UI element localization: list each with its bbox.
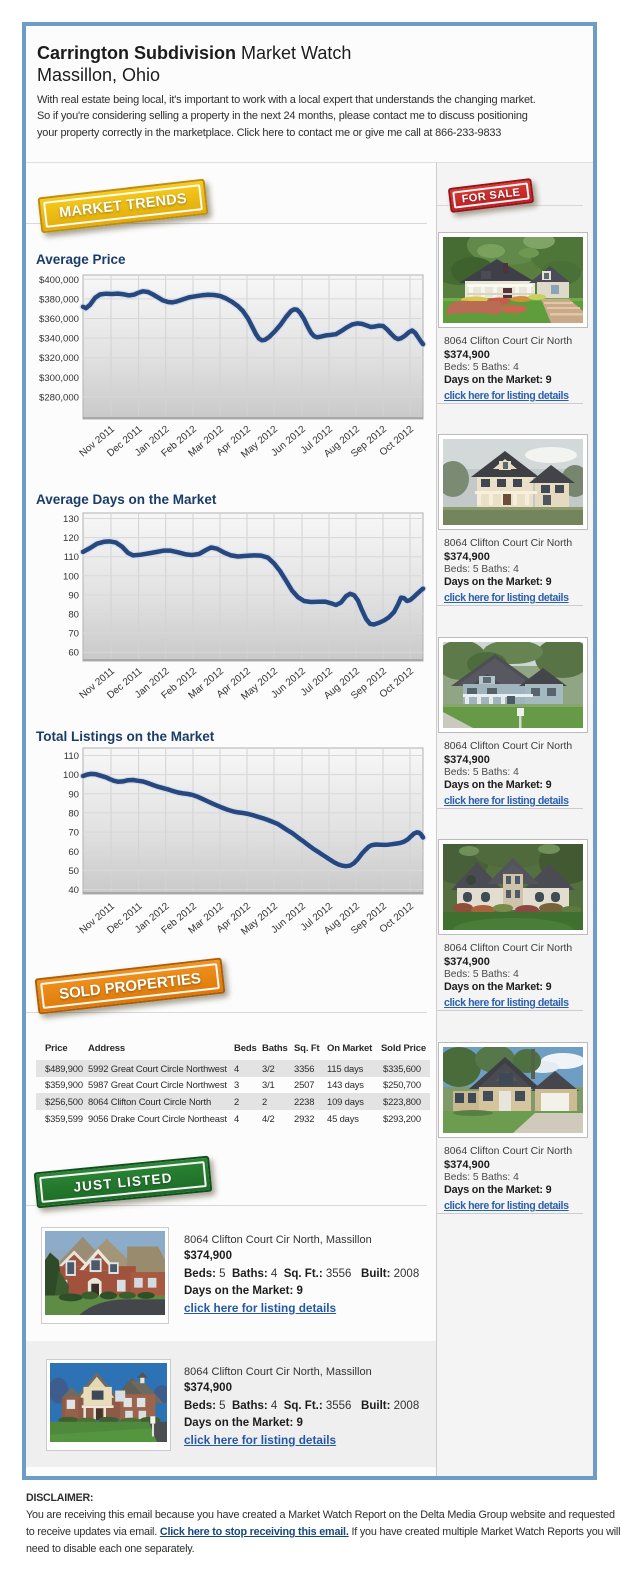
svg-text:110: 110 <box>64 552 79 563</box>
svg-text:70: 70 <box>68 629 79 640</box>
svg-text:$300,000: $300,000 <box>39 373 79 384</box>
svg-text:110: 110 <box>64 751 79 762</box>
svg-text:50: 50 <box>68 866 79 877</box>
svg-text:$280,000: $280,000 <box>39 392 79 403</box>
svg-text:80: 80 <box>68 610 79 621</box>
svg-text:$360,000: $360,000 <box>39 314 79 325</box>
svg-text:60: 60 <box>68 648 79 659</box>
svg-text:90: 90 <box>68 789 79 800</box>
svg-text:80: 80 <box>68 808 79 819</box>
svg-text:$400,000: $400,000 <box>39 275 79 286</box>
svg-text:120: 120 <box>63 533 79 544</box>
svg-text:90: 90 <box>68 590 79 601</box>
svg-text:100: 100 <box>63 770 79 781</box>
svg-text:$340,000: $340,000 <box>39 334 79 345</box>
svg-text:100: 100 <box>63 571 79 582</box>
svg-text:$380,000: $380,000 <box>39 294 79 305</box>
svg-text:70: 70 <box>68 828 79 839</box>
svg-text:$320,000: $320,000 <box>39 353 79 364</box>
svg-text:130: 130 <box>63 514 79 525</box>
svg-text:60: 60 <box>68 847 79 858</box>
svg-text:40: 40 <box>68 885 79 896</box>
